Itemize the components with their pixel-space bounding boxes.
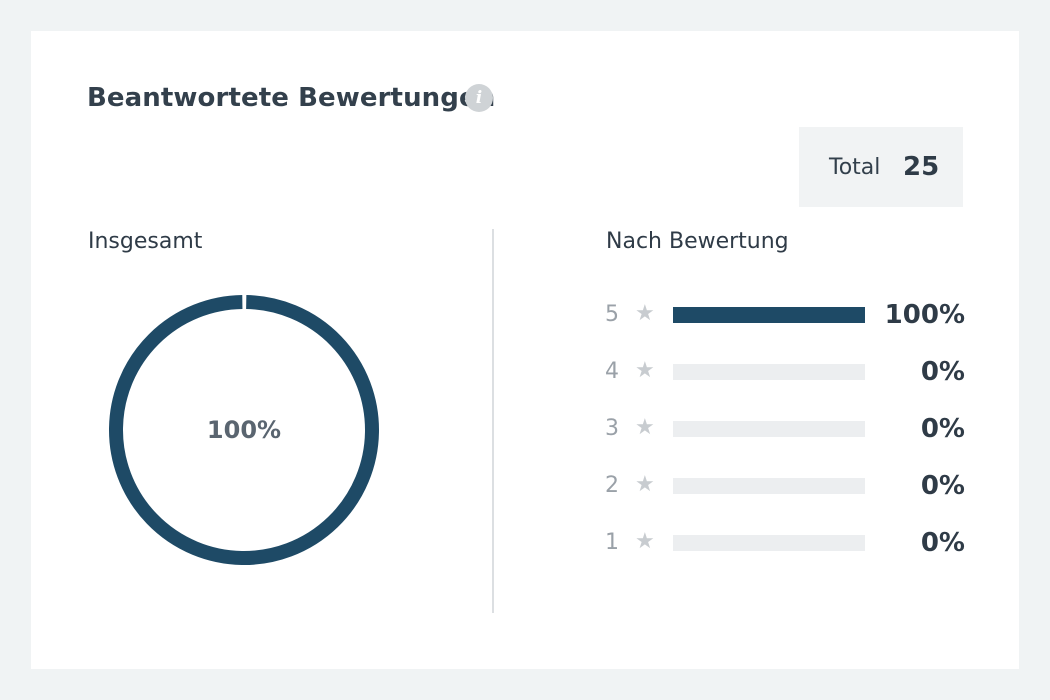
- star-icon: ★: [635, 358, 655, 383]
- rating-percent: 0%: [920, 357, 965, 387]
- total-label: Total: [829, 155, 881, 180]
- rating-row-4: 4 ★ 0%: [605, 357, 965, 387]
- rating-number: 2: [605, 473, 619, 498]
- rating-percent: 0%: [920, 528, 965, 558]
- star-icon: ★: [635, 472, 655, 497]
- rating-number: 4: [605, 359, 619, 384]
- rating-row-3: 3 ★ 0%: [605, 414, 965, 444]
- total-box: Total 25: [799, 127, 963, 207]
- rating-number: 1: [605, 530, 619, 555]
- rating-bar-fill: [673, 307, 865, 323]
- rating-bar-track: [673, 421, 865, 437]
- star-icon: ★: [635, 529, 655, 554]
- donut-ring: [109, 295, 379, 565]
- star-icon: ★: [635, 415, 655, 440]
- rating-percent: 0%: [920, 471, 965, 501]
- rating-bar-track: [673, 535, 865, 551]
- card-title: Beantwortete Bewertungen: [87, 83, 496, 113]
- rating-number: 5: [605, 302, 619, 327]
- star-icon: ★: [635, 301, 655, 326]
- rating-row-1: 1 ★ 0%: [605, 528, 965, 558]
- rating-bar-track: [673, 478, 865, 494]
- overall-donut-chart: [109, 295, 379, 565]
- donut-percent-label: 100%: [206, 416, 282, 444]
- rating-row-5: 5 ★ 100%: [605, 300, 965, 330]
- rating-row-2: 2 ★ 0%: [605, 471, 965, 501]
- rating-percent: 0%: [920, 414, 965, 444]
- by-rating-label: Nach Bewertung: [606, 229, 789, 254]
- section-divider: [492, 229, 494, 613]
- rating-percent: 100%: [884, 300, 965, 330]
- rating-bar-track: [673, 364, 865, 380]
- rating-summary-card: Beantwortete Bewertungen i Total 25 Insg…: [31, 31, 1019, 669]
- overall-label: Insgesamt: [88, 229, 203, 254]
- info-icon[interactable]: i: [465, 84, 493, 112]
- total-value: 25: [903, 152, 940, 182]
- rating-number: 3: [605, 416, 619, 441]
- rating-bar-track: [673, 307, 865, 323]
